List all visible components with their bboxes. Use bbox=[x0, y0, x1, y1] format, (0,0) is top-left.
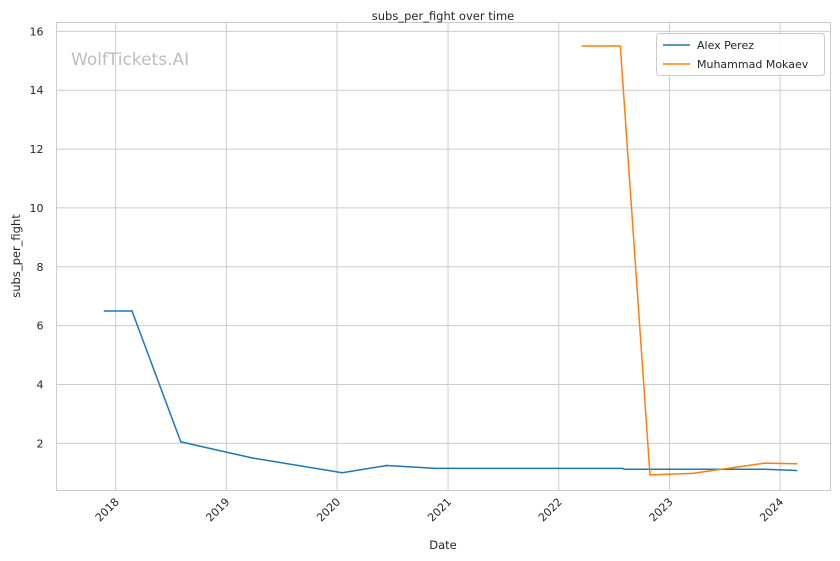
x-tick-label: 2023 bbox=[647, 495, 676, 524]
data-point-muhammad-mokaev bbox=[581, 45, 583, 47]
y-tick-label: 6 bbox=[37, 320, 44, 333]
data-point-alex-perez bbox=[341, 472, 344, 474]
plot-area bbox=[56, 22, 831, 491]
legend-label-muhammad-mokaev: Muhammad Mokaev bbox=[697, 58, 809, 71]
y-tick-label: 12 bbox=[30, 143, 44, 156]
y-tick-label: 2 bbox=[37, 437, 44, 450]
data-point-alex-perez bbox=[795, 469, 798, 472]
data-point-muhammad-mokaev bbox=[691, 472, 694, 475]
series-line-muhammad-mokaev bbox=[582, 45, 797, 476]
x-tick-label: 2019 bbox=[203, 495, 232, 524]
x-tick-label: 2020 bbox=[314, 495, 343, 524]
chart-title: subs_per_fight over time bbox=[372, 9, 514, 23]
data-point-muhammad-mokaev bbox=[795, 462, 798, 465]
data-point-alex-perez bbox=[131, 310, 133, 312]
y-tick-label: 16 bbox=[30, 25, 44, 38]
legend: Alex Perez Muhammad Mokaev bbox=[656, 33, 825, 76]
y-tick-label: 10 bbox=[30, 202, 44, 215]
y-tick-label: 14 bbox=[30, 84, 44, 97]
series-line-alex-perez bbox=[104, 310, 797, 474]
y-tick-label: 4 bbox=[37, 379, 44, 392]
y-tick-label: 8 bbox=[37, 261, 44, 274]
x-tick-label: 2022 bbox=[536, 495, 565, 524]
data-point-alex-perez bbox=[385, 464, 388, 467]
data-point-muhammad-mokaev bbox=[763, 462, 766, 464]
data-point-alex-perez bbox=[621, 467, 624, 470]
tick-labels: 2 4 6 8 10 12 14 16 2018 2019 2020 2021 2022 2023 2024 bbox=[30, 25, 787, 524]
x-axis-label: Date bbox=[429, 538, 457, 552]
series-lines bbox=[103, 45, 798, 476]
y-axis-label: subs_per_fight bbox=[9, 214, 23, 298]
data-point-alex-perez bbox=[434, 467, 437, 470]
data-point-alex-perez bbox=[763, 468, 766, 471]
x-tick-label: 2021 bbox=[425, 495, 454, 524]
data-point-alex-perez bbox=[623, 468, 626, 471]
watermark: WolfTickets.AI bbox=[71, 50, 189, 70]
data-point-alex-perez bbox=[103, 310, 106, 312]
grid bbox=[56, 22, 831, 491]
x-tick-label: 2024 bbox=[757, 495, 786, 524]
x-tick-label: 2018 bbox=[93, 495, 122, 524]
legend-label-alex-perez: Alex Perez bbox=[697, 39, 754, 52]
legend-box bbox=[656, 33, 825, 76]
data-point-muhammad-mokaev bbox=[649, 474, 651, 476]
data-point-alex-perez bbox=[180, 441, 182, 443]
data-point-alex-perez bbox=[252, 457, 254, 459]
data-point-muhammad-mokaev bbox=[619, 45, 622, 47]
